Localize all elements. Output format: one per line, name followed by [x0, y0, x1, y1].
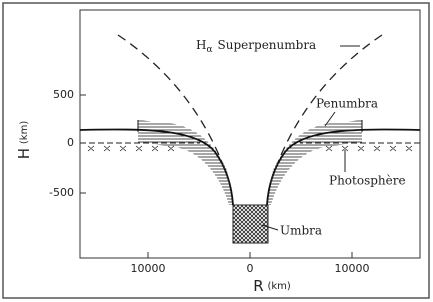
diagram: 500 0 -500 10000 0 10000 H (km) R (km) H… — [0, 0, 433, 302]
y-tick-label: 500 — [53, 88, 74, 101]
label-part: H — [196, 38, 206, 52]
y-ticks — [80, 95, 86, 193]
label-part: α — [206, 45, 212, 55]
svg-text:H (km): H (km) — [15, 121, 33, 160]
half-structure — [80, 35, 233, 205]
umbra-label: Umbra — [280, 224, 322, 238]
photosphere-label: Photosphère — [329, 174, 406, 188]
x-axis-title: R (km) — [253, 277, 291, 295]
y-axis-title: H (km) — [15, 121, 33, 160]
x-tick-label: 10000 — [335, 262, 370, 275]
penumbra-label: Penumbra — [316, 97, 378, 111]
umbra — [233, 205, 268, 243]
x-unit: (km) — [267, 281, 290, 292]
y-unit: (km) — [19, 121, 30, 144]
superpenumbra-label: Hα Superpenumbra — [196, 38, 316, 55]
y-tick-label: 0 — [67, 136, 74, 149]
y-tick-label: -500 — [49, 186, 74, 199]
y-title: H — [15, 148, 33, 159]
x-tick-label: 10000 — [131, 262, 166, 275]
label-part: Superpenumbra — [218, 38, 317, 52]
x-tick-label: 0 — [247, 262, 254, 275]
x-ticks — [148, 252, 352, 258]
x-title: R — [253, 277, 263, 295]
